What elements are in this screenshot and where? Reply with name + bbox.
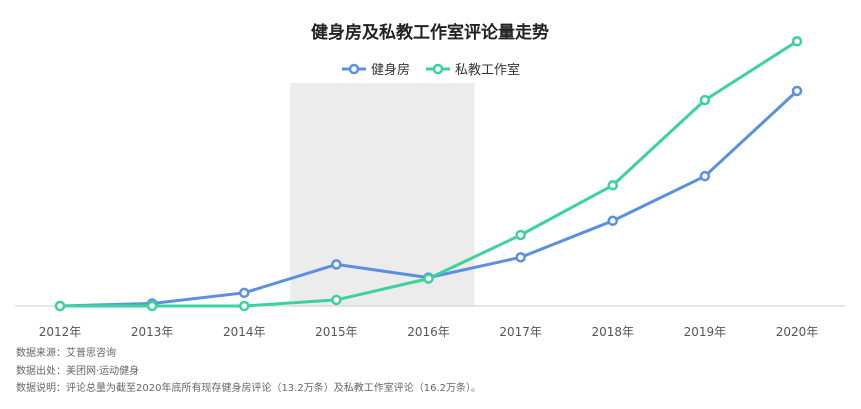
legend-label-2: 私教工作室 xyxy=(455,62,520,78)
origin-note: 数据出处：美团网·运动健身 xyxy=(16,365,140,377)
x-tick-label: 2017年 xyxy=(499,325,542,339)
data-point-1 xyxy=(331,259,342,270)
data-point-1 xyxy=(515,252,526,263)
data-point-2 xyxy=(423,273,434,284)
x-axis-ticks: 2012年 2013年 2014年 2015年 2016年 2017年 2018年 2019年… xyxy=(39,325,819,339)
legend-marker-1 xyxy=(348,63,360,75)
data-point-1 xyxy=(239,287,250,299)
data-point-2 xyxy=(331,294,342,306)
source-note: 数据来源：艾普思咨询 xyxy=(16,348,116,359)
data-point-2 xyxy=(515,229,526,241)
x-tick-label: 2014年 xyxy=(223,325,266,339)
data-point-1 xyxy=(699,170,711,182)
data-point-2 xyxy=(699,94,711,106)
x-tick-label: 2018年 xyxy=(591,325,634,339)
chart-title: 健身房及私教工作室评论量走势 xyxy=(311,22,549,43)
x-tick-label: 2013年 xyxy=(131,325,174,339)
data-point-1 xyxy=(791,85,803,97)
legend-marker-2 xyxy=(432,63,444,75)
data-point-2 xyxy=(239,300,250,312)
x-tick-label: 2012年 xyxy=(39,325,82,339)
data-point-2 xyxy=(146,300,158,312)
data-point-1 xyxy=(607,215,618,227)
data-description-note: 数据说明：评论总量为截至2020年底所有现存健身房评论（13.2万条）及私教工作… xyxy=(16,383,481,394)
legend: 健身房 私教工作室 xyxy=(342,62,520,78)
series-group xyxy=(54,36,803,312)
x-tick-label: 2016年 xyxy=(407,325,450,339)
legend-label-1: 健身房 xyxy=(371,62,410,78)
data-point-2 xyxy=(791,36,803,47)
data-point-2 xyxy=(607,180,618,191)
x-tick-label: 2020年 xyxy=(776,325,819,339)
data-point-2 xyxy=(54,300,66,312)
x-tick-label: 2015年 xyxy=(315,325,358,339)
x-tick-label: 2019年 xyxy=(684,325,727,339)
footnotes: 数据来源：艾普思咨询 数据出处：美团网·运动健身 数据说明：评论总量为截至202… xyxy=(16,345,481,398)
